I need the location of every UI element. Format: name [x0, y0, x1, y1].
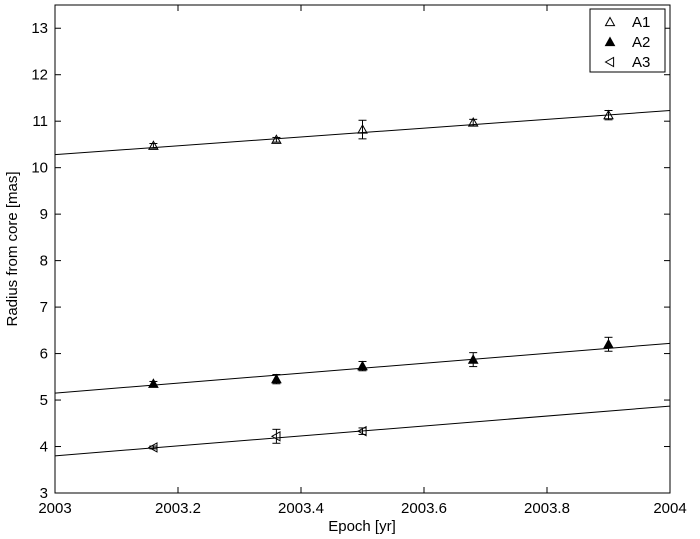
legend-label-a1: A1 — [632, 14, 650, 31]
legend-label-a3: A3 — [632, 54, 650, 71]
y-tick-label: 13 — [31, 20, 48, 37]
data-point-a2 — [271, 373, 282, 385]
data-points — [147, 109, 614, 453]
x-tick-label: 2003.6 — [401, 500, 447, 517]
data-point-a2 — [357, 360, 368, 372]
data-point-a3 — [147, 442, 158, 453]
y-tick-label: 6 — [40, 346, 48, 363]
marker-a2 — [357, 360, 368, 371]
y-axis: 3 4 5 6 7 8 9 10 11 12 13 — [31, 20, 670, 502]
x-tick-label: 2004 — [653, 500, 686, 517]
marker-a1 — [467, 117, 479, 127]
data-point-a1 — [271, 134, 282, 144]
x-axis-label: Epoch [yr] — [328, 518, 396, 535]
x-tick-label: 2003.4 — [278, 500, 324, 517]
marker-a2 — [467, 354, 479, 364]
y-tick-label: 5 — [40, 392, 48, 409]
data-point-a2 — [467, 352, 479, 368]
data-point-a1 — [148, 140, 159, 150]
marker-a3 — [356, 425, 367, 437]
x-axis: 2003 2003.2 2003.4 2003.6 2003.8 2004 — [38, 5, 687, 517]
marker-a3 — [270, 430, 281, 442]
y-tick-label: 11 — [32, 113, 48, 130]
y-tick-label: 12 — [31, 67, 48, 84]
legend-marker-a2 — [604, 36, 616, 47]
marker-a1 — [603, 109, 614, 120]
y-tick-label: 7 — [40, 299, 48, 316]
marker-a3 — [147, 442, 158, 453]
marker-a1 — [271, 134, 282, 144]
data-point-a2 — [148, 378, 159, 388]
data-point-a1 — [357, 119, 368, 140]
legend-marker-a1 — [604, 16, 616, 27]
data-point-a1 — [603, 109, 614, 121]
y-tick-label: 9 — [40, 206, 48, 223]
data-point-a3 — [356, 425, 367, 437]
marker-a1 — [148, 140, 159, 150]
marker-a2 — [603, 338, 614, 349]
data-point-a3 — [270, 428, 281, 444]
marker-a1 — [357, 124, 368, 134]
y-tick-label: 8 — [40, 253, 48, 270]
y-axis-label: Radius from core [mas] — [4, 171, 21, 326]
x-tick-label: 2003.8 — [524, 500, 570, 517]
legend-label-a2: A2 — [632, 34, 650, 51]
y-tick-label: 4 — [40, 439, 48, 456]
legend-box — [589, 8, 666, 73]
y-tick-label: 3 — [40, 485, 48, 502]
marker-a2 — [271, 373, 282, 384]
legend: A1 A2 A3 — [589, 8, 666, 73]
x-tick-label: 2003.2 — [155, 500, 201, 517]
data-point-a2 — [603, 336, 614, 352]
y-tick-label: 10 — [31, 160, 48, 177]
x-tick-label: 2003 — [38, 500, 71, 517]
marker-a2 — [148, 378, 159, 388]
plot-area — [54, 4, 671, 494]
legend-marker-a3 — [604, 56, 615, 68]
data-point-a1 — [467, 117, 479, 127]
